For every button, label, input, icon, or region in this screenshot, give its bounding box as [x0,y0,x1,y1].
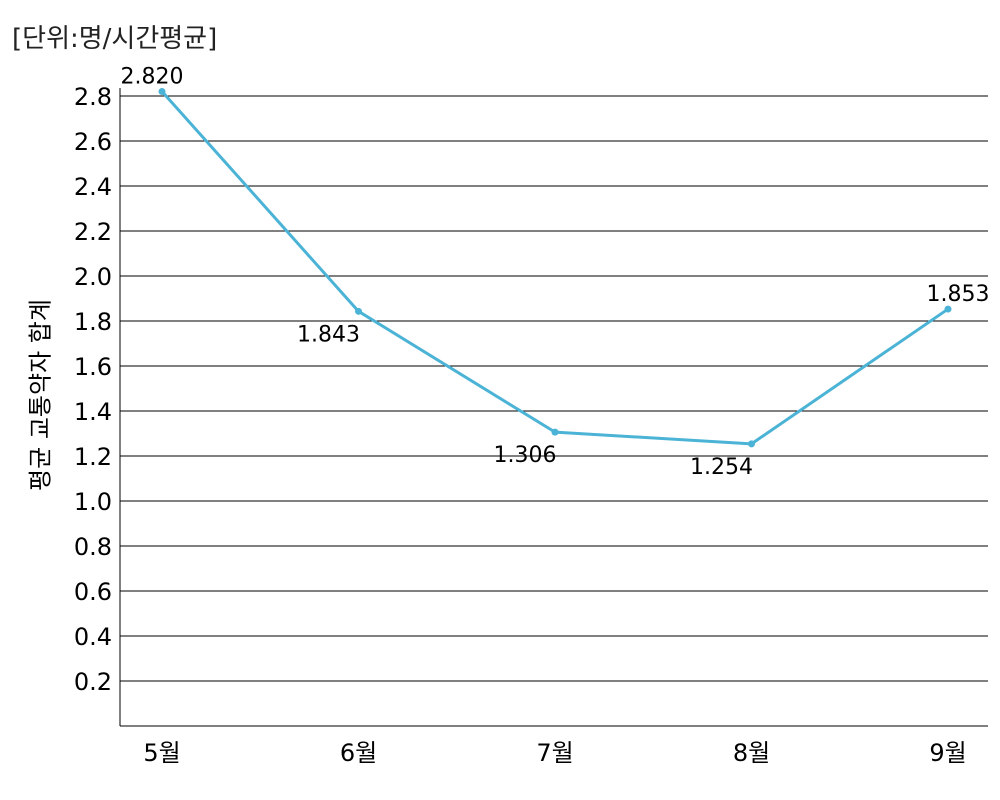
data-label: 2.820 [121,65,184,90]
series-line [160,90,949,446]
data-points [158,88,952,448]
grid-lines [120,95,988,682]
y-tick-label: 2.2 [74,218,112,246]
y-tick-label: 1.2 [74,443,112,471]
y-tick-label: 1.0 [74,488,112,516]
x-tick-label: 8월 [733,739,770,767]
y-tick-label: 0.8 [74,533,112,561]
x-tick-label: 9월 [929,739,966,767]
y-tick-label: 2.4 [74,173,112,201]
axes [119,88,988,727]
series-line-path [160,90,949,446]
y-tick-label: 1.4 [74,398,112,426]
y-tick-labels: 0.2 0.4 0.6 0.8 1.0 1.2 1.4 1.6 1.8 2.0 2.2 2.4 2.6 2… [74,83,112,696]
y-tick-label: 0.6 [74,578,112,606]
data-point [355,307,362,315]
x-tick-labels: 5월 6월 7월 8월 9월 [143,739,966,767]
data-point [748,440,755,448]
x-tick-label: 6월 [340,739,377,767]
y-tick-label: 2.6 [74,128,112,156]
data-label: 1.306 [494,443,557,468]
data-point [551,428,559,436]
data-point [158,88,166,95]
y-tick-label: 2.8 [74,83,112,111]
y-tick-label: 2.0 [74,263,112,291]
y-tick-label: 1.6 [74,353,112,381]
x-tick-label: 7월 [536,739,573,767]
data-label: 1.853 [927,282,990,307]
data-label: 1.254 [690,455,753,480]
y-tick-label: 0.2 [74,668,112,696]
x-tick-label: 5월 [143,739,180,767]
data-point [944,305,952,313]
unit-note: [단위:명/시간평균] [12,24,218,54]
data-labels: 2.820 1.843 1.306 1.254 1.853 [121,65,990,480]
y-tick-label: 0.4 [74,623,112,651]
data-label: 1.843 [297,322,360,347]
y-tick-label: 1.8 [74,308,112,336]
